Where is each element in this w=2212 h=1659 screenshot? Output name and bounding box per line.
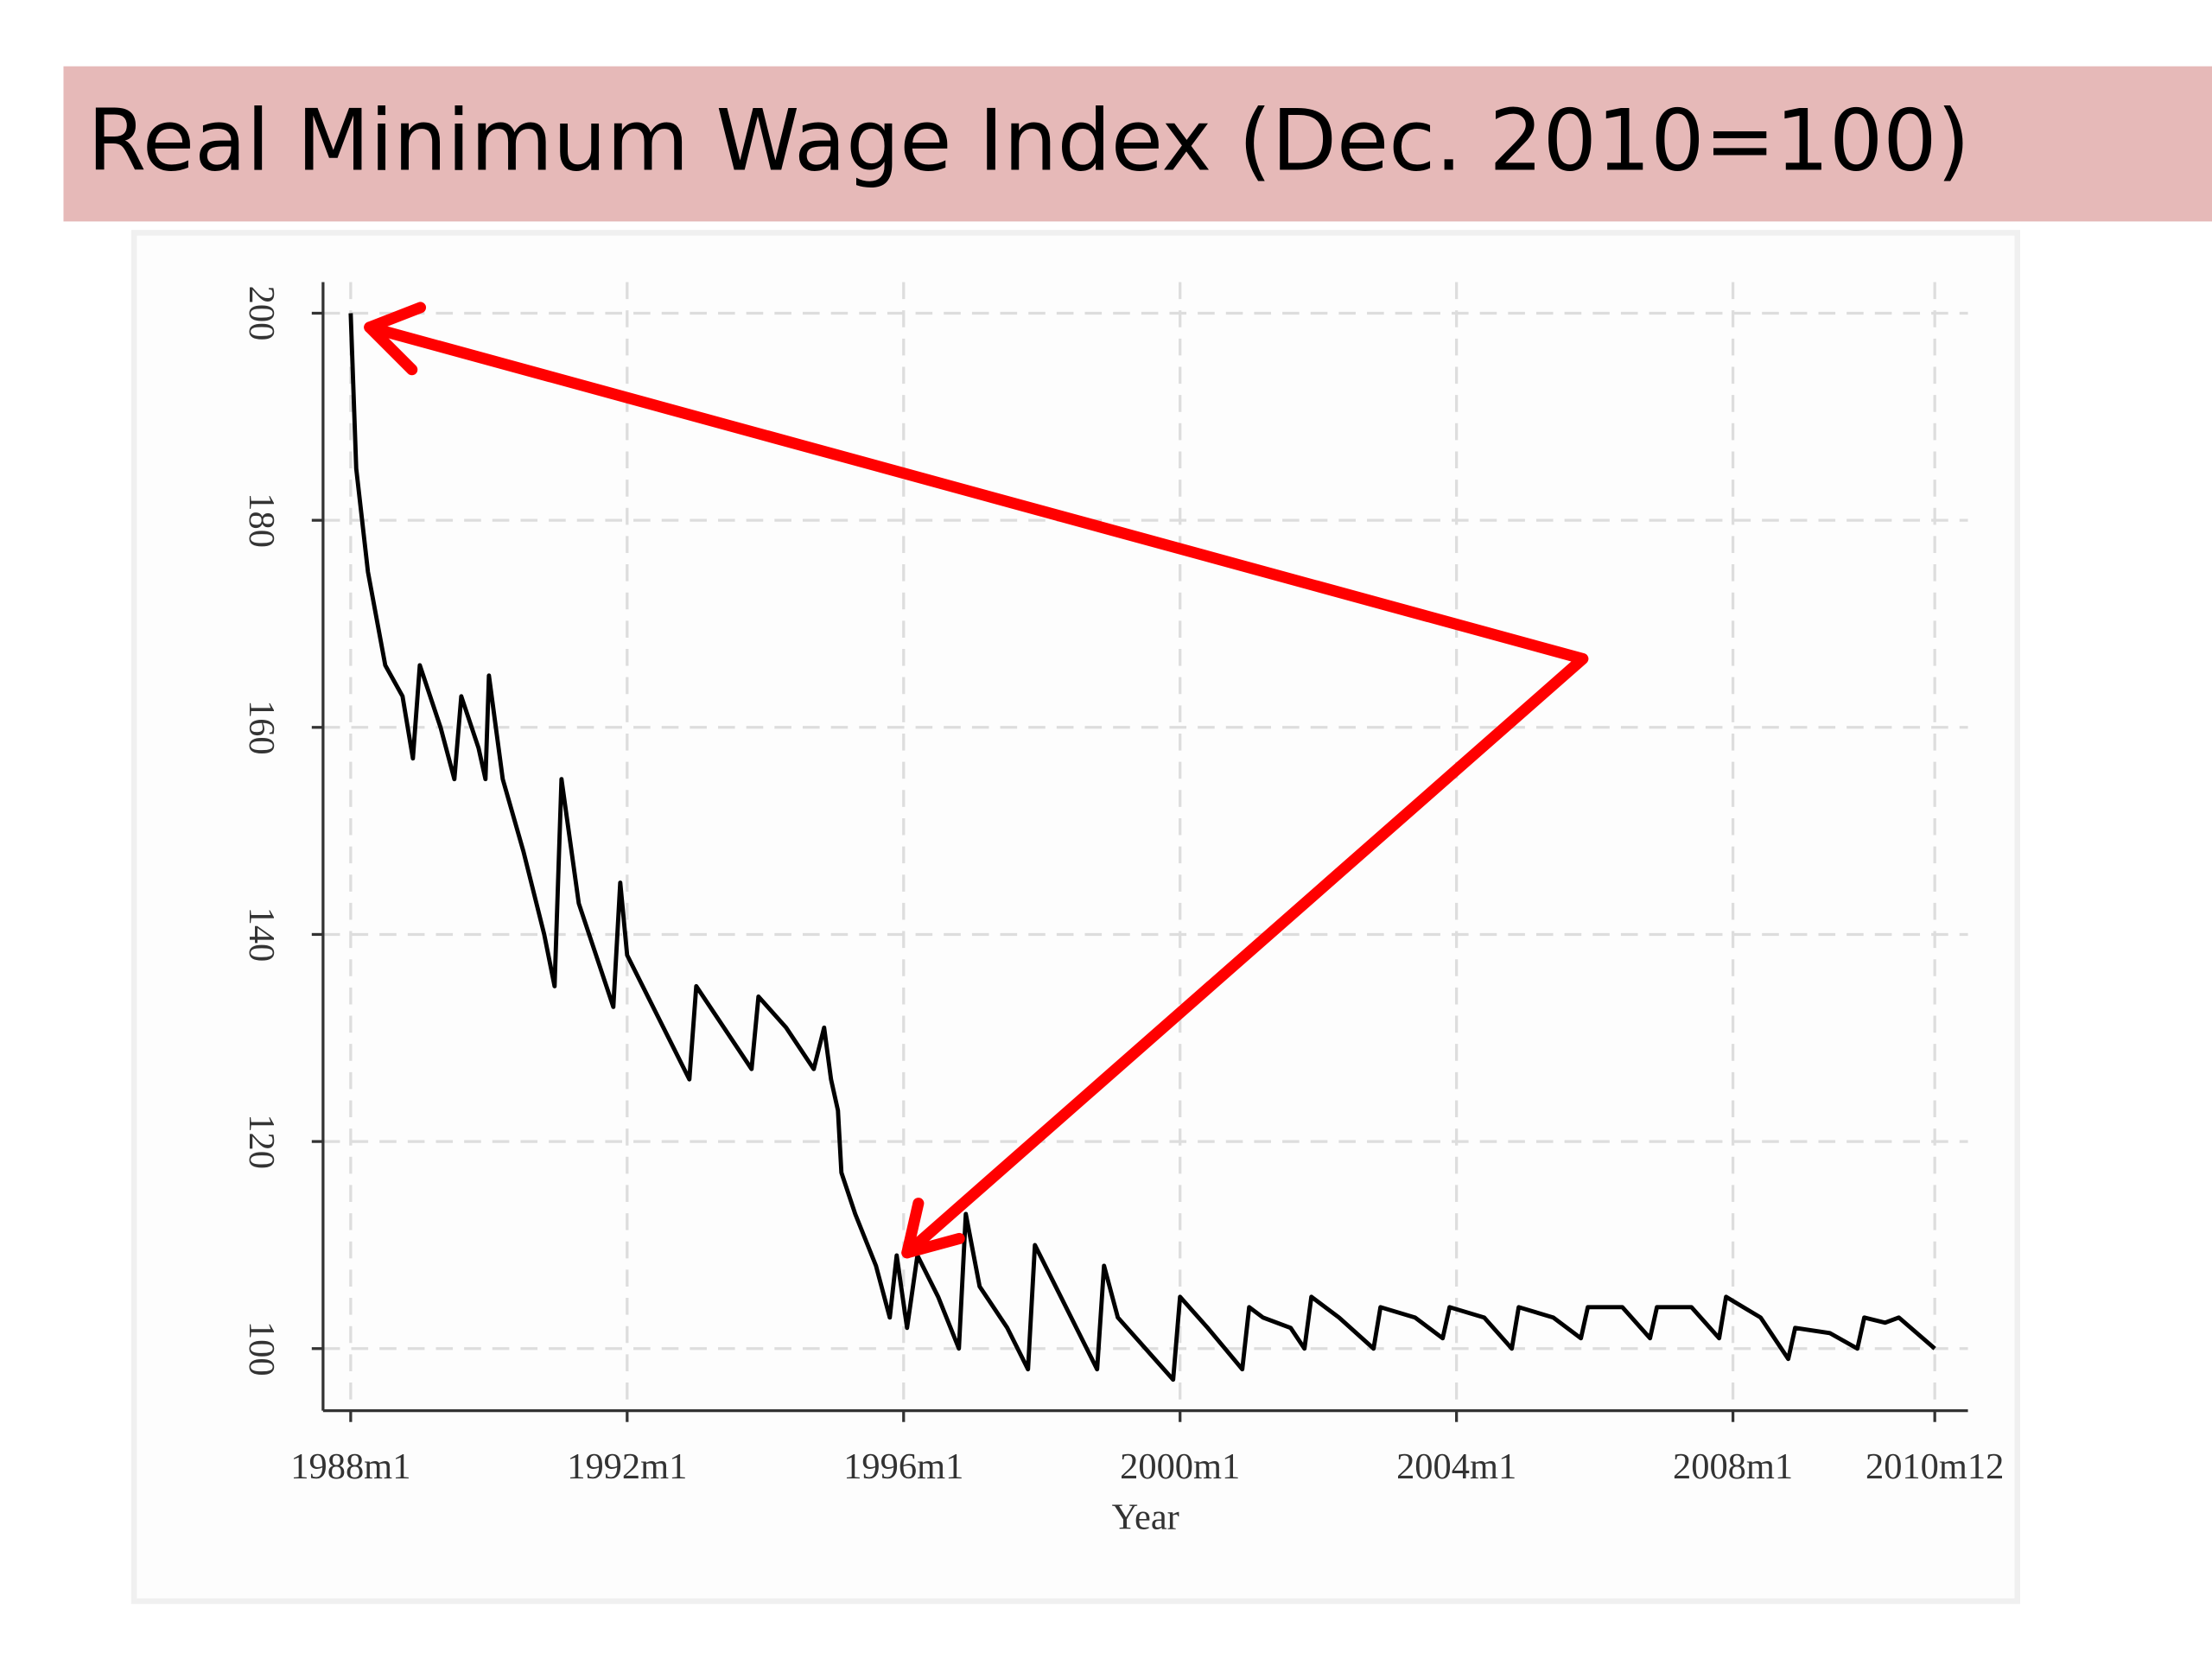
arrow-line [364,321,1589,1259]
x-tick-label: 2008m1 [1673,1446,1793,1487]
x-tick-label: 1996m1 [843,1446,963,1487]
plot-panel [130,230,2020,1605]
x-tick-label: 2004m1 [1396,1446,1516,1487]
x-tick-label: 1988m1 [290,1446,410,1487]
x-axis-label: Year [1112,1497,1179,1538]
arrows [364,302,1589,1259]
x-tick-label: 1992m1 [567,1446,687,1487]
y-tick-label: 120 [241,1114,282,1169]
arrow-head [901,1198,965,1259]
plot: 100 120 140 160 180 200 1988m1 1992m1 1996m1 2000… [241,282,2004,1487]
arrow-head [364,302,427,376]
y-tick-label: 100 [241,1321,282,1376]
data-line [348,313,1936,1382]
x-tick-label: 2000m1 [1120,1446,1240,1487]
chart-title: Real Minimum Wage Index (Dec. 2010=100) [87,92,1970,191]
y-tick-label: 180 [241,493,282,548]
y-tick-label: 140 [241,907,282,963]
y-tick-label: 160 [241,700,282,755]
y-tick-label: 200 [241,286,282,341]
x-tick-label: 2010m12 [1866,1446,2004,1487]
title-bar [63,66,2212,222]
